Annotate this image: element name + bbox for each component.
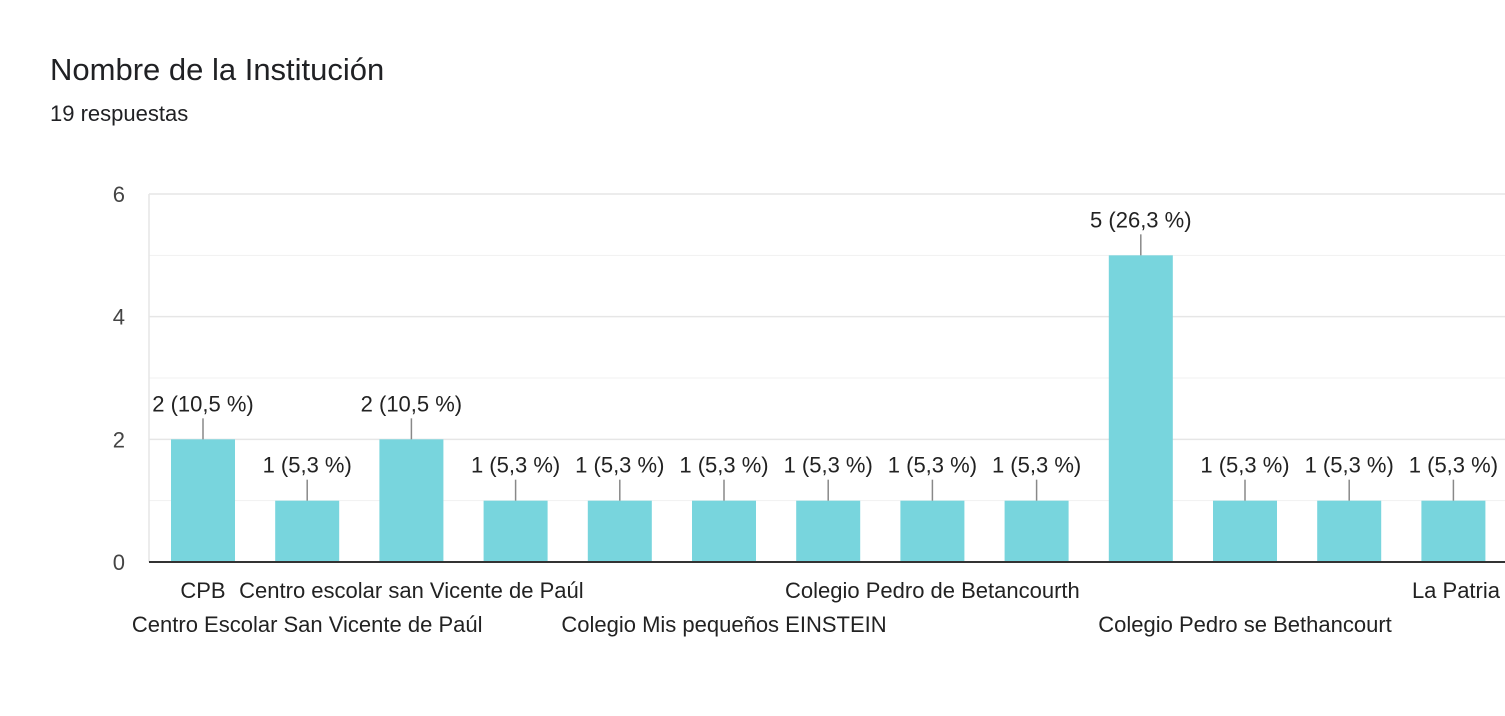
bar bbox=[275, 500, 340, 562]
x-tick-label: Centro Escolar San Vicente de Paúl bbox=[132, 612, 483, 637]
bar bbox=[692, 500, 756, 562]
data-label: 1 (5,3 %) bbox=[575, 453, 664, 478]
chart-title: Nombre de la Institución bbox=[50, 52, 385, 87]
bar bbox=[1421, 500, 1486, 562]
bar bbox=[1317, 500, 1382, 562]
data-label: 1 (5,3 %) bbox=[471, 453, 560, 478]
data-label: 1 (5,3 %) bbox=[1200, 453, 1289, 478]
response-count: 19 respuestas bbox=[50, 101, 189, 126]
data-label: 1 (5,3 %) bbox=[263, 453, 352, 478]
bar bbox=[587, 500, 652, 562]
data-label: 5 (26,3 %) bbox=[1090, 207, 1192, 232]
data-label: 2 (10,5 %) bbox=[152, 391, 254, 416]
bar bbox=[171, 439, 235, 562]
data-label: 1 (5,3 %) bbox=[992, 453, 1081, 478]
y-tick-label: 0 bbox=[113, 550, 125, 575]
x-tick-label: Colegio Mis pequeños EINSTEIN bbox=[561, 612, 886, 637]
x-tick-label: La Patria bbox=[1412, 578, 1501, 603]
y-tick-label: 2 bbox=[113, 427, 125, 452]
data-label: 2 (10,5 %) bbox=[361, 391, 463, 416]
x-tick-label: Colegio Pedro se Bethancourt bbox=[1098, 612, 1392, 637]
data-label: 1 (5,3 %) bbox=[1305, 453, 1394, 478]
bar bbox=[1004, 500, 1069, 562]
x-tick-label: CPB bbox=[180, 578, 225, 603]
y-tick-label: 6 bbox=[113, 182, 125, 207]
bar bbox=[1108, 255, 1173, 563]
data-label: 1 (5,3 %) bbox=[888, 453, 977, 478]
bar bbox=[900, 500, 965, 562]
data-label: 1 (5,3 %) bbox=[1409, 453, 1498, 478]
x-tick-label: Centro escolar san Vicente de Paúl bbox=[239, 578, 583, 603]
y-tick-label: 4 bbox=[113, 305, 125, 330]
data-label: 1 (5,3 %) bbox=[679, 453, 768, 478]
bar bbox=[1213, 500, 1277, 562]
x-tick-label: Colegio Pedro de Betancourth bbox=[785, 578, 1080, 603]
bar bbox=[379, 439, 444, 562]
bar bbox=[796, 500, 861, 562]
bar bbox=[483, 500, 548, 562]
data-label: 1 (5,3 %) bbox=[784, 453, 873, 478]
